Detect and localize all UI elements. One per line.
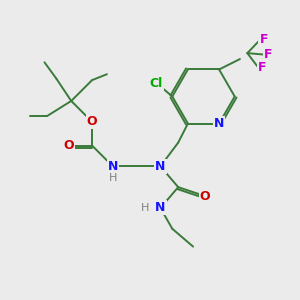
Text: Cl: Cl	[149, 76, 163, 90]
Text: H: H	[141, 203, 150, 213]
Text: O: O	[63, 139, 74, 152]
Text: O: O	[87, 115, 98, 128]
Text: N: N	[214, 117, 224, 130]
Text: O: O	[200, 190, 210, 202]
Text: N: N	[155, 202, 166, 214]
Text: N: N	[108, 160, 118, 173]
Text: F: F	[260, 33, 268, 46]
Text: F: F	[258, 61, 266, 74]
Text: N: N	[155, 160, 166, 173]
Text: H: H	[109, 173, 117, 183]
Text: F: F	[264, 48, 272, 61]
